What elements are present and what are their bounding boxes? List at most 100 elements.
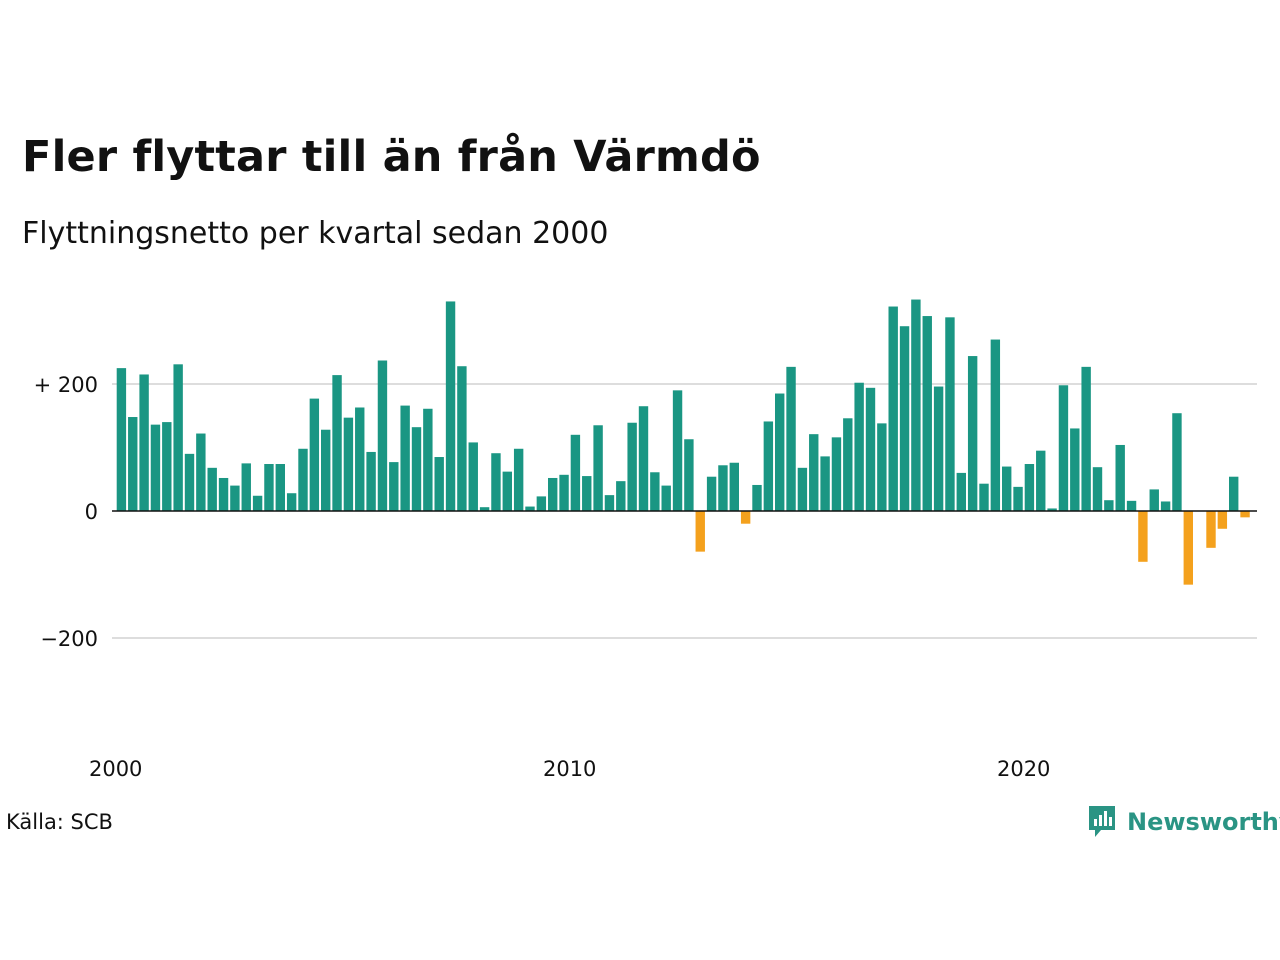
bar [1024,464,1035,511]
bar [366,451,376,511]
bar [786,366,796,511]
chart-subtitle: Flyttningsnetto per kvartal sedan 2000 [22,216,609,251]
newsworthy-logo-icon [1089,806,1115,837]
logo-text: Newsworthy [1127,808,1280,836]
y-axis-ticks: + 200 0 −200 [34,373,98,651]
x-tick-label: 2010 [543,757,596,781]
bar [536,496,547,511]
bar [570,434,581,511]
bar [162,422,172,511]
bar [150,424,161,511]
bar [491,453,501,511]
bar [377,360,388,511]
bar [967,356,978,511]
bar [911,299,921,511]
x-tick-label: 2000 [89,757,142,781]
bar [1240,511,1250,518]
bar [1126,500,1137,511]
bar [661,485,671,511]
bar [763,421,774,511]
bar [207,467,217,511]
y-tick-label: 0 [85,500,98,524]
bar [116,368,127,511]
bar [684,439,694,511]
bar [468,442,478,511]
bar [128,417,138,511]
bar [343,417,354,511]
bar [513,448,524,511]
bar [457,366,467,511]
bar [411,427,422,511]
chart-title: Fler flyttar till än från Värmdö [22,132,761,182]
bar [286,493,297,511]
bar [1138,511,1148,562]
bar [1183,511,1193,585]
bar [718,465,728,511]
bar [616,481,626,511]
bar [1036,450,1046,511]
bar [865,387,876,511]
y-tick-label: −200 [40,627,98,651]
newsworthy-logo: Newsworthy [1087,804,1280,840]
bar [1047,508,1057,511]
bar [899,326,910,511]
bar [809,434,819,511]
bar [1092,467,1103,511]
bar [775,393,785,511]
bar [389,462,399,511]
bar [321,429,331,511]
bar [1070,428,1080,511]
bar [355,407,365,511]
bar [1013,486,1023,511]
bar [139,374,149,511]
bar [1058,385,1069,511]
source-note: Källa: SCB [6,810,113,834]
bar [752,484,762,511]
bar [672,390,683,511]
bar [933,386,944,511]
bar [309,398,320,511]
bar [445,301,456,511]
bar [1172,413,1182,511]
bar [559,474,569,511]
bar [1217,511,1228,529]
bar [502,471,512,511]
bar [196,433,206,511]
bar [434,457,444,511]
bar [1002,466,1012,511]
bar [479,507,490,511]
bar [706,476,717,511]
bar [695,511,705,552]
bar [945,317,955,511]
bar [922,316,932,511]
bar [275,464,285,511]
bar [854,382,864,511]
bar [1104,500,1114,511]
bar [1229,476,1239,511]
bar [797,467,808,511]
bar [593,425,603,511]
bar [990,339,1001,511]
bar [400,405,410,511]
bar [740,511,751,524]
bar [582,476,592,511]
bar [298,448,308,511]
gridlines [112,383,1257,639]
bar [1160,501,1171,511]
bar [548,477,558,511]
bar [423,408,433,511]
bar [230,485,240,511]
bar [979,483,989,511]
bar [877,423,887,511]
bar [1206,511,1216,548]
bar [1149,489,1159,511]
bar [956,472,966,511]
bar [843,418,853,511]
bar [638,406,649,511]
x-tick-label: 2020 [997,757,1050,781]
bar [332,375,342,511]
bar [252,495,263,511]
bar [604,495,615,511]
bar [241,463,251,511]
